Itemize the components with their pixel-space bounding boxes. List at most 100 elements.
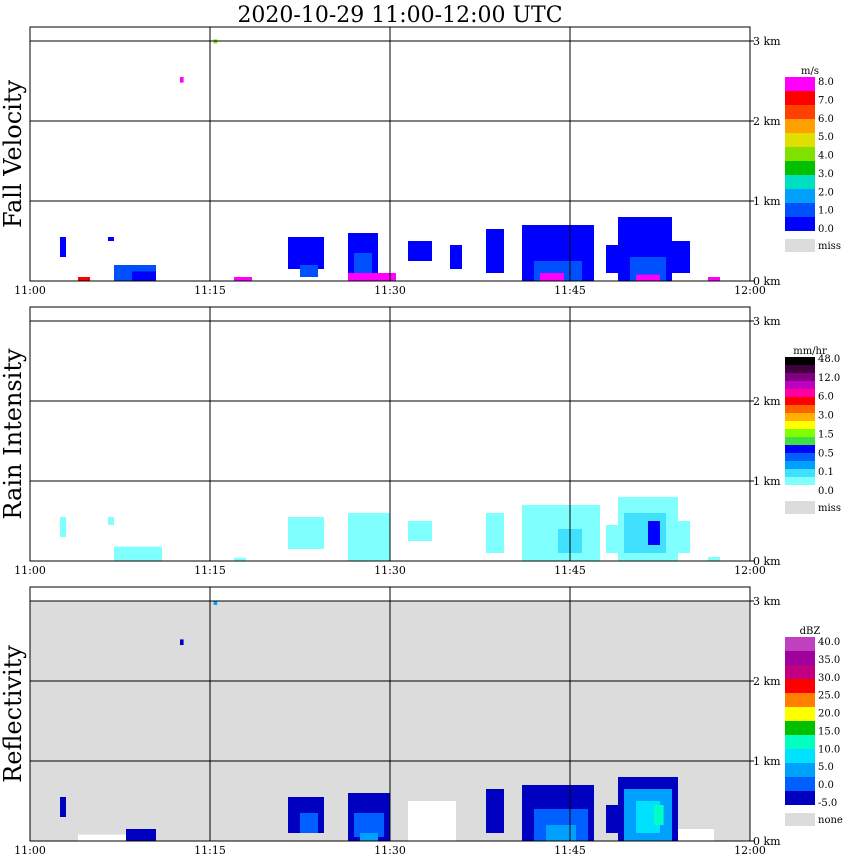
echo-cell [360,833,378,841]
colorbar-label: -5.0 [818,798,837,809]
colorbar-swatch [785,421,815,429]
x-tick-label: 11:45 [554,284,586,297]
y-axis-label: Rain Intensity [0,348,27,520]
x-tick-label: 11:30 [374,284,406,297]
colorbar-label: 20.0 [818,709,840,720]
echo-cell [288,517,324,549]
y-tick-label: 2 km [753,675,781,688]
colorbar-swatch [785,461,815,469]
colorbar-label: 30.0 [818,673,840,684]
x-tick-label: 11:30 [374,844,406,857]
echo-cell [408,241,432,261]
echo-cell [180,639,184,645]
echo-cell [450,245,462,269]
echo-cell [540,273,564,281]
missing-swatch [785,813,815,826]
colorbar-label: 40.0 [818,637,840,648]
echo-cell [708,557,720,561]
y-tick-label: 2 km [753,115,781,128]
colorbar-swatch [785,91,815,105]
colorbar-label: 4.0 [818,151,834,162]
panel-frame [29,586,751,842]
colorbar-label: 1.0 [818,206,834,217]
panel-frame [29,306,751,562]
echo-cell [408,521,432,541]
echo-cell [486,229,504,273]
colorbar-label: 1.5 [818,429,834,440]
colorbar-unit: dBZ [800,626,821,637]
y-axis-label: Fall Velocity [0,80,27,229]
colorbar-label: 15.0 [818,726,840,737]
colorbar-swatch [785,679,815,693]
echo-cell [486,513,504,553]
echo-cell [60,797,66,817]
echo-cell [108,237,114,241]
colorbar-swatch [785,693,815,707]
echo-cell [546,825,576,841]
colorbar-swatch [785,485,815,493]
colorbar-label: 6.0 [818,114,834,125]
colorbar-swatch [785,637,815,651]
colorbar-swatch [785,665,815,679]
echo-cell [78,277,90,281]
missing-swatch [785,239,815,252]
colorbar-label: 7.0 [818,95,834,106]
colorbar-label: 3.0 [818,169,834,180]
y-tick-label: 2 km [753,395,781,408]
echo-cell [78,834,138,841]
colorbar-swatch [785,777,815,791]
colorbar-label: 0.0 [818,224,834,235]
colorbar-label: 0.0 [818,780,834,791]
x-tick-label: 12:00 [734,284,766,297]
echo-cell [126,829,156,841]
colorbar-swatch [785,791,815,805]
colorbar-label: 12.0 [818,373,840,384]
colorbar-label: 25.0 [818,691,840,702]
echo-cell [60,237,66,257]
x-tick-label: 11:15 [194,284,226,297]
colorbar-label: 35.0 [818,655,840,666]
colorbar-unit: mm/hr [793,346,827,357]
colorbar-label: 6.0 [818,392,834,403]
echo-cell [300,813,318,833]
y-tick-label: 0 km [753,275,781,288]
colorbar-swatch [785,119,815,133]
colorbar-unit: m/s [801,66,819,77]
colorbar-label: 5.0 [818,762,834,773]
echo-cell [288,237,324,269]
colorbar-swatch [785,477,815,485]
colorbar-label: 8.0 [818,77,834,88]
echo-cell [234,277,252,281]
echo-cell [348,513,390,561]
colorbar-swatch [785,707,815,721]
colorbar-swatch [785,365,815,373]
missing-label: none [818,815,843,826]
echo-cell [114,546,162,561]
echo-cell [672,521,690,553]
x-tick-label: 11:45 [554,564,586,577]
x-tick-label: 11:00 [14,564,46,577]
x-tick-label: 12:00 [734,844,766,857]
y-tick-label: 3 km [753,315,781,328]
colorbar-swatch [785,147,815,161]
colorbar-swatch [785,373,815,381]
colorbar-label: 10.0 [818,744,840,755]
x-tick-label: 11:15 [194,564,226,577]
colorbar-swatch [785,161,815,175]
echo-cell [648,521,660,545]
panel-frame [29,26,751,282]
y-tick-label: 1 km [753,195,781,208]
echo-cell [108,517,114,525]
colorbar-swatch [785,763,815,777]
colorbar-label: 0.5 [818,448,834,459]
echo-cell [678,829,714,841]
colorbar-swatch [785,357,815,365]
colorbar-swatch [785,453,815,461]
echo-cell [672,241,690,273]
colorbar-swatch [785,133,815,147]
echo-cell [354,253,372,273]
colorbar-swatch [785,381,815,389]
colorbar-swatch [785,105,815,119]
colorbar-label: 0.1 [818,467,834,478]
x-tick-label: 11:00 [14,844,46,857]
